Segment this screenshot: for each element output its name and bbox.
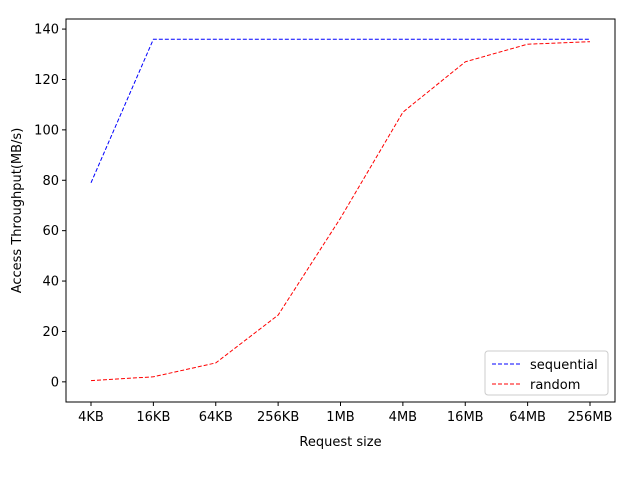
x-tick-label: 256KB <box>257 410 299 425</box>
x-axis-label: Request size <box>299 435 381 450</box>
x-tick-label: 64MB <box>509 410 546 425</box>
legend-label-random: random <box>530 378 580 393</box>
legend: sequential random <box>484 350 609 396</box>
plot-area <box>65 18 616 403</box>
y-axis-label: Access Throughput(MB/s) <box>10 128 25 294</box>
y-tick-label: 20 <box>42 325 59 340</box>
x-tick-label: 4KB <box>78 410 104 425</box>
y-tick-label: 120 <box>34 73 59 88</box>
legend-label-sequential: sequential <box>530 358 598 373</box>
x-tick-label: 4MB <box>389 410 417 425</box>
series-layer <box>90 38 591 382</box>
x-tick-label: 16KB <box>136 410 170 425</box>
y-tick-label: 140 <box>34 23 59 38</box>
x-tick-label: 16MB <box>447 410 484 425</box>
y-tick-label: 40 <box>42 275 59 290</box>
y-tick-label: 0 <box>51 375 59 390</box>
y-tick-label: 100 <box>34 123 59 138</box>
series-line-random <box>90 41 591 382</box>
x-axis: 4KB 16KB 64KB 256KB 1MB 4MB 16MB 64MB 256MB <box>78 402 612 425</box>
y-tick-label: 80 <box>42 174 59 189</box>
x-tick-label: 1MB <box>326 410 354 425</box>
x-tick-label: 64KB <box>199 410 233 425</box>
x-tick-label: 256MB <box>568 410 613 425</box>
series-line-sequential <box>90 38 590 183</box>
y-axis: 0 20 40 60 80 100 120 140 <box>34 23 66 390</box>
legend-box <box>484 350 609 396</box>
y-tick-label: 60 <box>42 224 59 239</box>
